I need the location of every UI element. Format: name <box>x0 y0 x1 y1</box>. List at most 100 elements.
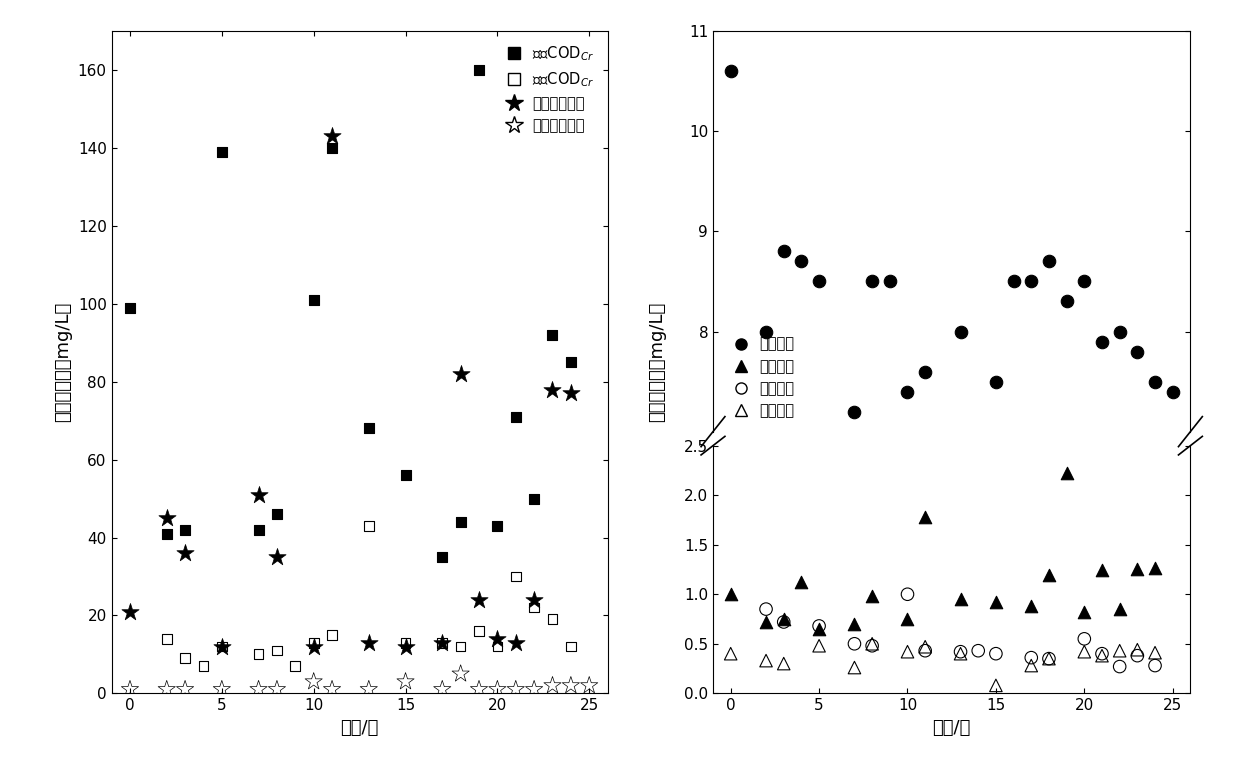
Point <box>487 520 507 532</box>
Point <box>525 683 544 696</box>
Point <box>951 646 971 658</box>
Point <box>756 603 776 615</box>
Point <box>898 588 918 601</box>
Point <box>525 492 544 505</box>
Point <box>862 275 882 287</box>
Legend: 进水COD$_{Cr}$, 出水COD$_{Cr}$, 进水总悬浮物, 出水总悬浮物: 进水COD$_{Cr}$, 出水COD$_{Cr}$, 进水总悬浮物, 出水总悬… <box>494 38 600 139</box>
Point <box>986 647 1006 660</box>
Point <box>1127 650 1147 662</box>
Point <box>720 588 740 601</box>
Point <box>880 275 900 287</box>
Point <box>304 636 324 649</box>
Point <box>791 256 811 268</box>
Point <box>487 683 507 696</box>
Point <box>1039 569 1059 582</box>
Point <box>396 469 415 481</box>
Point <box>844 661 864 674</box>
Point <box>175 523 195 536</box>
Point <box>844 637 864 650</box>
Point <box>156 633 176 645</box>
Point <box>193 660 213 672</box>
Point <box>720 65 740 77</box>
Legend: 进水氨氮, 进水总磷, 出水氨氮, 出水总磷: 进水氨氮, 进水总磷, 出水氨氮, 出水总磷 <box>720 331 801 425</box>
Point <box>1110 603 1130 615</box>
Point <box>543 329 563 341</box>
Point <box>1092 647 1112 660</box>
Point <box>543 613 563 626</box>
Point <box>1056 467 1076 480</box>
Point <box>120 683 140 696</box>
Point <box>986 596 1006 608</box>
Point <box>487 640 507 653</box>
Point <box>560 387 580 400</box>
Point <box>267 551 286 563</box>
Point <box>450 368 470 380</box>
Text: 污染物浓度（mg/L）: 污染物浓度（mg/L） <box>649 302 666 422</box>
Point <box>791 576 811 589</box>
Point <box>1092 564 1112 576</box>
Point <box>358 683 378 696</box>
Point <box>156 527 176 540</box>
Point <box>898 386 918 398</box>
Point <box>433 636 453 649</box>
Point <box>304 640 324 653</box>
Point <box>898 613 918 626</box>
Point <box>1022 659 1042 671</box>
Point <box>774 657 794 670</box>
Point <box>968 644 988 657</box>
Point <box>175 547 195 559</box>
Point <box>1074 646 1094 658</box>
Point <box>951 326 971 338</box>
Point <box>1145 659 1164 671</box>
Point <box>322 142 342 154</box>
X-axis label: 时间/天: 时间/天 <box>341 719 378 737</box>
Point <box>1003 275 1023 287</box>
Point <box>396 675 415 688</box>
Point <box>433 683 453 696</box>
Point <box>1022 600 1042 612</box>
Point <box>212 640 232 653</box>
Point <box>1110 661 1130 673</box>
Point <box>175 683 195 696</box>
Point <box>1092 650 1112 662</box>
Point <box>1110 326 1130 338</box>
Point <box>543 383 563 396</box>
Point <box>844 618 864 630</box>
Point <box>774 613 794 626</box>
Point <box>433 636 453 649</box>
Point <box>951 593 971 605</box>
Point <box>469 64 489 76</box>
Point <box>396 640 415 653</box>
Point <box>249 683 269 696</box>
Point <box>756 615 776 628</box>
Point <box>1039 652 1059 664</box>
Point <box>506 636 526 649</box>
Point <box>267 683 286 696</box>
Point <box>1092 335 1112 347</box>
Point <box>304 675 324 688</box>
Point <box>433 551 453 563</box>
Point <box>249 648 269 661</box>
X-axis label: 时间/天: 时间/天 <box>932 719 971 737</box>
Point <box>1074 633 1094 645</box>
Point <box>249 523 269 536</box>
Point <box>212 146 232 158</box>
Point <box>249 488 269 501</box>
Point <box>810 275 830 287</box>
Point <box>506 411 526 423</box>
Point <box>915 365 935 378</box>
Point <box>469 625 489 637</box>
Point <box>1039 652 1059 664</box>
Point <box>469 683 489 696</box>
Point <box>506 683 526 696</box>
Point <box>720 647 740 660</box>
Point <box>212 683 232 696</box>
Point <box>810 622 830 635</box>
Point <box>285 660 305 672</box>
Point <box>862 590 882 602</box>
Point <box>322 130 342 143</box>
Point <box>1056 295 1076 308</box>
Point <box>774 245 794 258</box>
Point <box>156 683 176 696</box>
Point <box>267 644 286 657</box>
